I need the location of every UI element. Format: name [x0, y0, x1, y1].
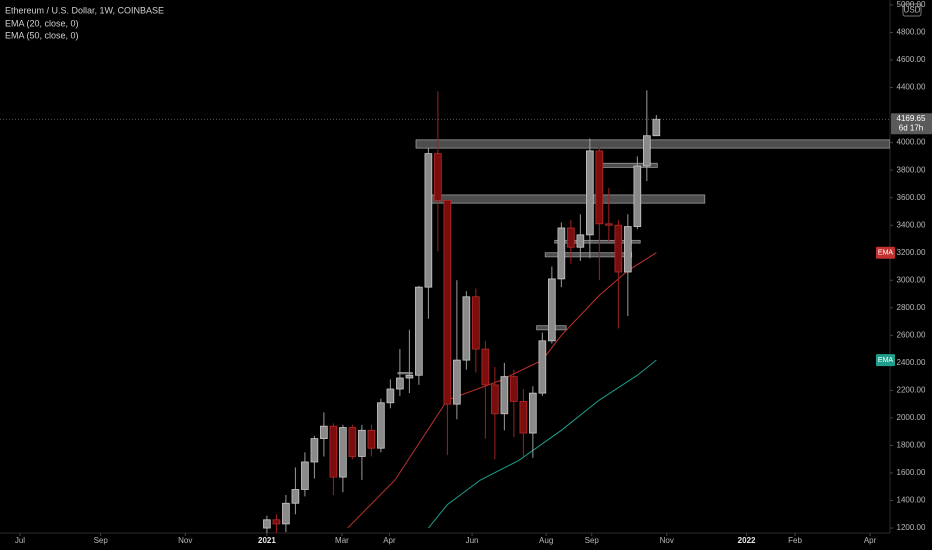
candle-body — [567, 227, 575, 248]
ema-tag-box — [876, 354, 895, 367]
x-tick-label: Sep — [585, 536, 600, 545]
last-price-box — [891, 113, 932, 135]
y-tick-label: 3200.00 — [897, 248, 926, 257]
candle-body — [272, 519, 281, 525]
x-tick-label: Sep — [94, 536, 109, 545]
candle-body — [633, 165, 642, 227]
x-tick-label: Apr — [383, 536, 396, 545]
candle-body — [453, 359, 461, 405]
y-tick-label: 3000.00 — [897, 275, 926, 284]
y-tick-label: 1400.00 — [897, 496, 926, 505]
x-tick-label: Jun — [466, 536, 479, 545]
last-price-label: 4169.65 — [897, 114, 926, 123]
candle-body — [348, 427, 357, 457]
x-tick-label: Apr — [864, 536, 877, 545]
candle-body — [462, 296, 471, 361]
candle-body — [301, 461, 309, 490]
y-tick-label: 2200.00 — [897, 385, 926, 394]
y-tick-label: 1800.00 — [897, 441, 926, 450]
candle-body — [652, 118, 661, 137]
candle-body — [415, 286, 423, 376]
candle-body — [329, 425, 338, 478]
candle-body — [538, 340, 547, 394]
y-tick-label: 1200.00 — [897, 523, 926, 532]
candle-body — [434, 153, 442, 201]
candle-body — [481, 348, 490, 386]
candle-body — [576, 234, 585, 248]
y-tick-label: 2800.00 — [897, 303, 926, 312]
ema-tag: EMA — [878, 250, 894, 257]
candle-body — [519, 401, 528, 434]
legend-entry: EMA (50, close, 0) — [5, 30, 79, 40]
candle-body — [320, 425, 328, 439]
candle-body — [548, 278, 556, 342]
price-zone — [427, 194, 706, 204]
ema-tag: EMA — [878, 357, 894, 364]
candle-body — [367, 429, 376, 449]
x-tick-label: Nov — [178, 536, 192, 545]
candle-body — [586, 150, 594, 236]
candle-body — [643, 135, 651, 167]
y-tick-label: 2600.00 — [897, 330, 926, 339]
x-tick-label: Nov — [660, 536, 674, 545]
candle-body — [386, 388, 395, 404]
candle-body — [510, 376, 518, 402]
y-tick-label: 1600.00 — [897, 468, 926, 477]
candle-body — [595, 150, 604, 225]
candle-body — [472, 296, 480, 350]
candle-body — [605, 223, 613, 226]
x-tick-label: 2021 — [258, 536, 276, 545]
plot-area — [263, 90, 890, 533]
candle-body — [310, 438, 319, 463]
candle-body — [358, 429, 366, 457]
currency-label[interactable]: USD — [904, 6, 921, 15]
price-zone — [415, 139, 890, 149]
ema-tag-box — [876, 246, 895, 259]
x-tick-label: Jul — [15, 536, 25, 545]
candle-body — [614, 224, 623, 273]
candle-body — [443, 200, 452, 405]
candle-body — [396, 377, 404, 390]
price-zone — [554, 239, 641, 244]
candle-body — [339, 427, 347, 478]
candle-body — [377, 402, 385, 449]
candle-body — [282, 502, 290, 525]
chart-title: Ethereum / U.S. Dollar, 1W, COINBASE — [5, 5, 164, 15]
currency-box[interactable] — [902, 3, 922, 17]
x-tick-label: Mar — [335, 536, 349, 545]
x-tick-label: Aug — [539, 536, 553, 545]
y-tick-label: 5000.00 — [897, 0, 926, 9]
ema-line — [427, 359, 657, 529]
candle-body — [624, 226, 632, 273]
y-tick-label: 4800.00 — [897, 28, 926, 37]
candle-body — [529, 392, 537, 434]
candle-body — [491, 384, 499, 415]
y-tick-label: 3600.00 — [897, 193, 926, 202]
price-zone — [397, 372, 413, 375]
candle-body — [424, 153, 433, 288]
y-tick-label: 2000.00 — [897, 413, 926, 422]
candle-body — [500, 376, 509, 415]
y-tick-label: 4400.00 — [897, 83, 926, 92]
candle-body — [405, 374, 414, 379]
y-tick-label: 4000.00 — [897, 138, 926, 147]
candle-body — [263, 519, 271, 529]
candle-body — [291, 489, 300, 504]
legend-entry: EMA (20, close, 0) — [5, 18, 79, 28]
countdown-label: 6d 17h — [899, 123, 923, 132]
y-tick-label: 3400.00 — [897, 220, 926, 229]
y-tick-label: 2400.00 — [897, 358, 926, 367]
y-tick-label: 3800.00 — [897, 165, 926, 174]
x-tick-label: 2022 — [738, 536, 756, 545]
y-tick-label: 4600.00 — [897, 55, 926, 64]
x-tick-label: Feb — [788, 536, 802, 545]
candle-body — [557, 227, 566, 280]
